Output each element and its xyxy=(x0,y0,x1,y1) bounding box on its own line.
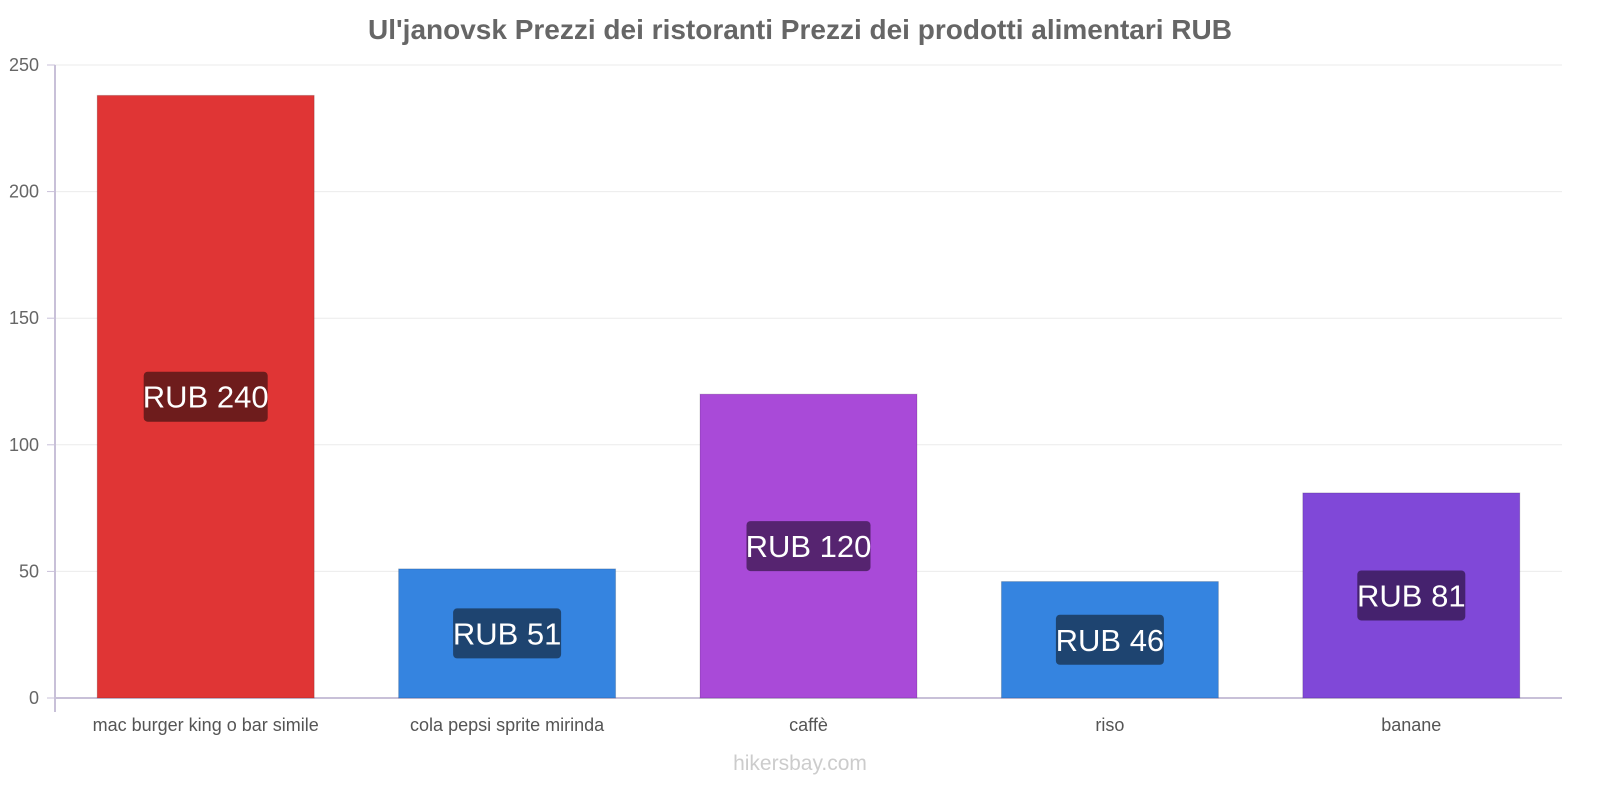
data-label-bg xyxy=(1055,614,1164,665)
data-label-bg xyxy=(143,371,268,422)
watermark: hikersbay.com xyxy=(733,752,867,775)
data-label-bg xyxy=(453,608,562,659)
data-label: RUB 240 xyxy=(143,380,269,415)
y-tick-label: 100 xyxy=(9,435,39,455)
y-tick-label: 50 xyxy=(19,561,39,581)
x-tick-label: cola pepsi sprite mirinda xyxy=(410,715,605,735)
data-label: RUB 120 xyxy=(746,529,872,564)
data-label-bg xyxy=(1357,570,1466,621)
y-tick-label: 200 xyxy=(9,182,39,202)
data-label: RUB 46 xyxy=(1056,623,1165,658)
x-tick-label: caffè xyxy=(789,715,828,735)
y-tick-label: 250 xyxy=(9,55,39,75)
x-tick-label: riso xyxy=(1095,715,1124,735)
data-label: RUB 81 xyxy=(1357,578,1466,613)
y-tick-label: 0 xyxy=(29,688,39,708)
y-tick-label: 150 xyxy=(9,308,39,328)
data-label-bg xyxy=(746,521,871,572)
chart-title: Ul'janovsk Prezzi dei ristoranti Prezzi … xyxy=(368,14,1232,45)
x-tick-label: mac burger king o bar simile xyxy=(93,715,319,735)
data-label: RUB 51 xyxy=(453,616,562,651)
x-tick-label: banane xyxy=(1381,715,1441,735)
